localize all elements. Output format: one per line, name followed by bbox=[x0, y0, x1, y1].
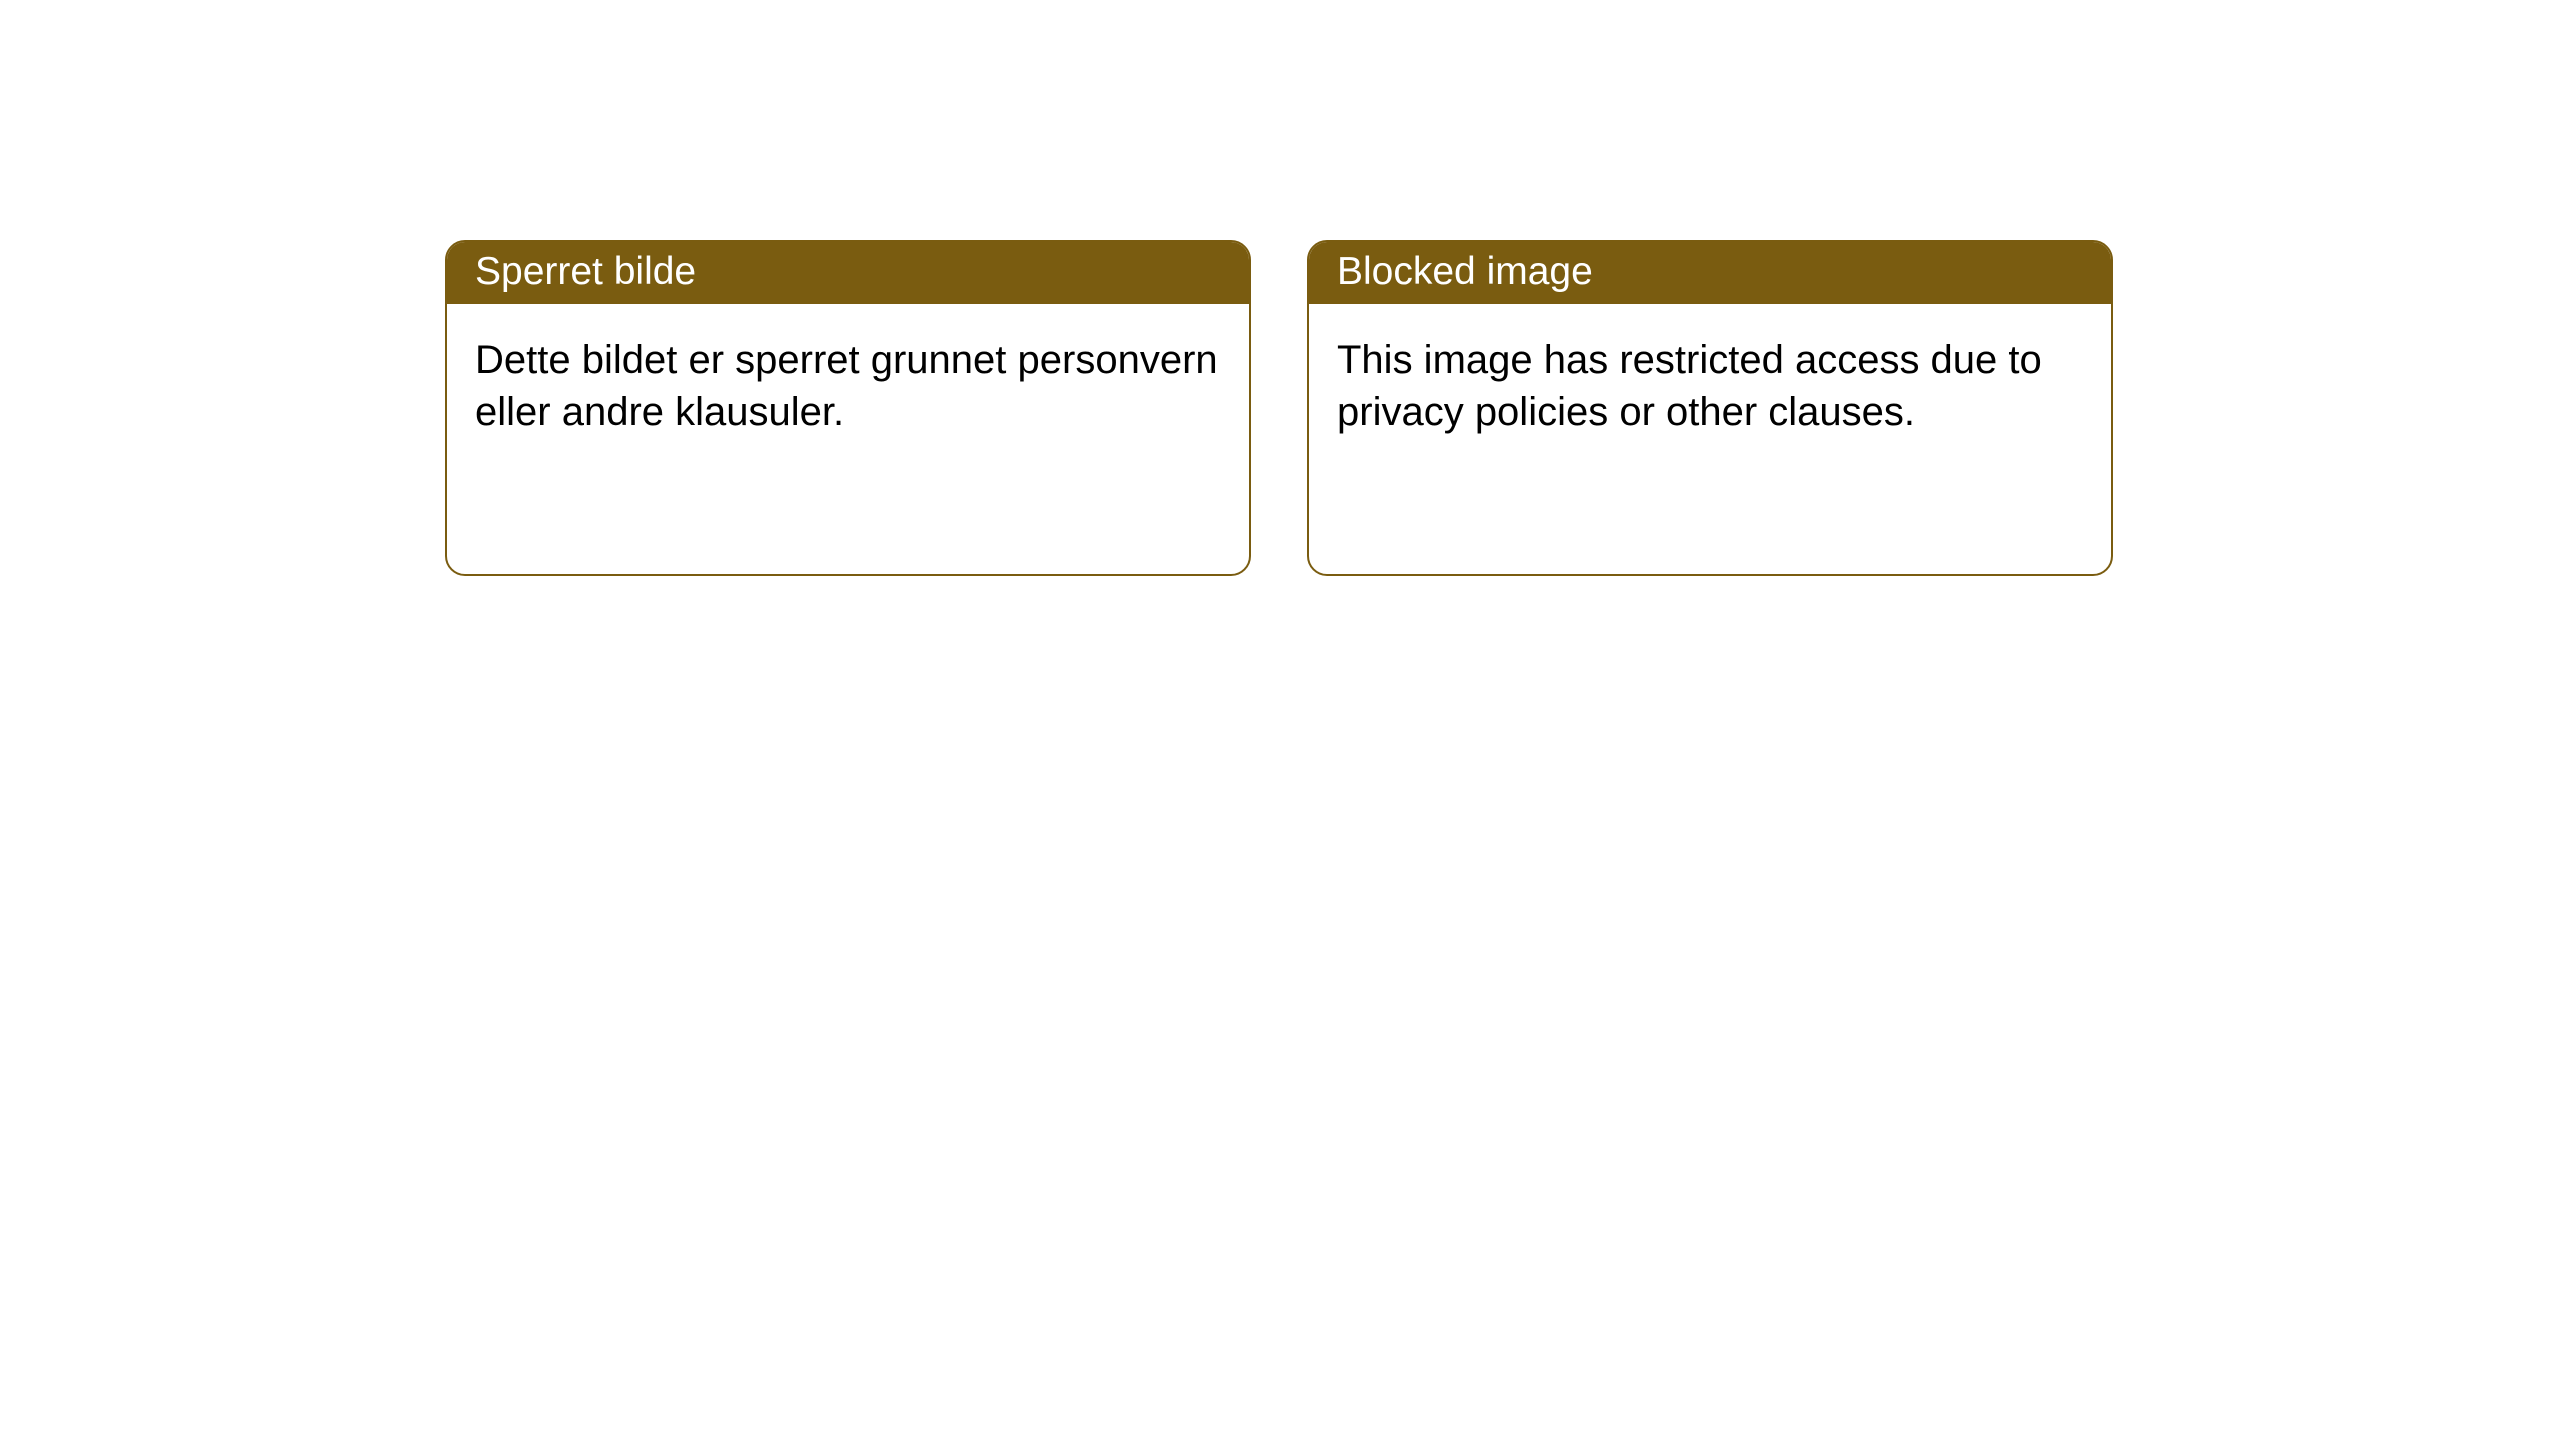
card-header-no: Sperret bilde bbox=[447, 242, 1249, 304]
blocked-image-card-en: Blocked image This image has restricted … bbox=[1307, 240, 2113, 576]
card-body-en: This image has restricted access due to … bbox=[1309, 304, 2111, 468]
notice-container: Sperret bilde Dette bildet er sperret gr… bbox=[0, 0, 2560, 576]
blocked-image-card-no: Sperret bilde Dette bildet er sperret gr… bbox=[445, 240, 1251, 576]
card-body-no: Dette bildet er sperret grunnet personve… bbox=[447, 304, 1249, 468]
card-header-en: Blocked image bbox=[1309, 242, 2111, 304]
